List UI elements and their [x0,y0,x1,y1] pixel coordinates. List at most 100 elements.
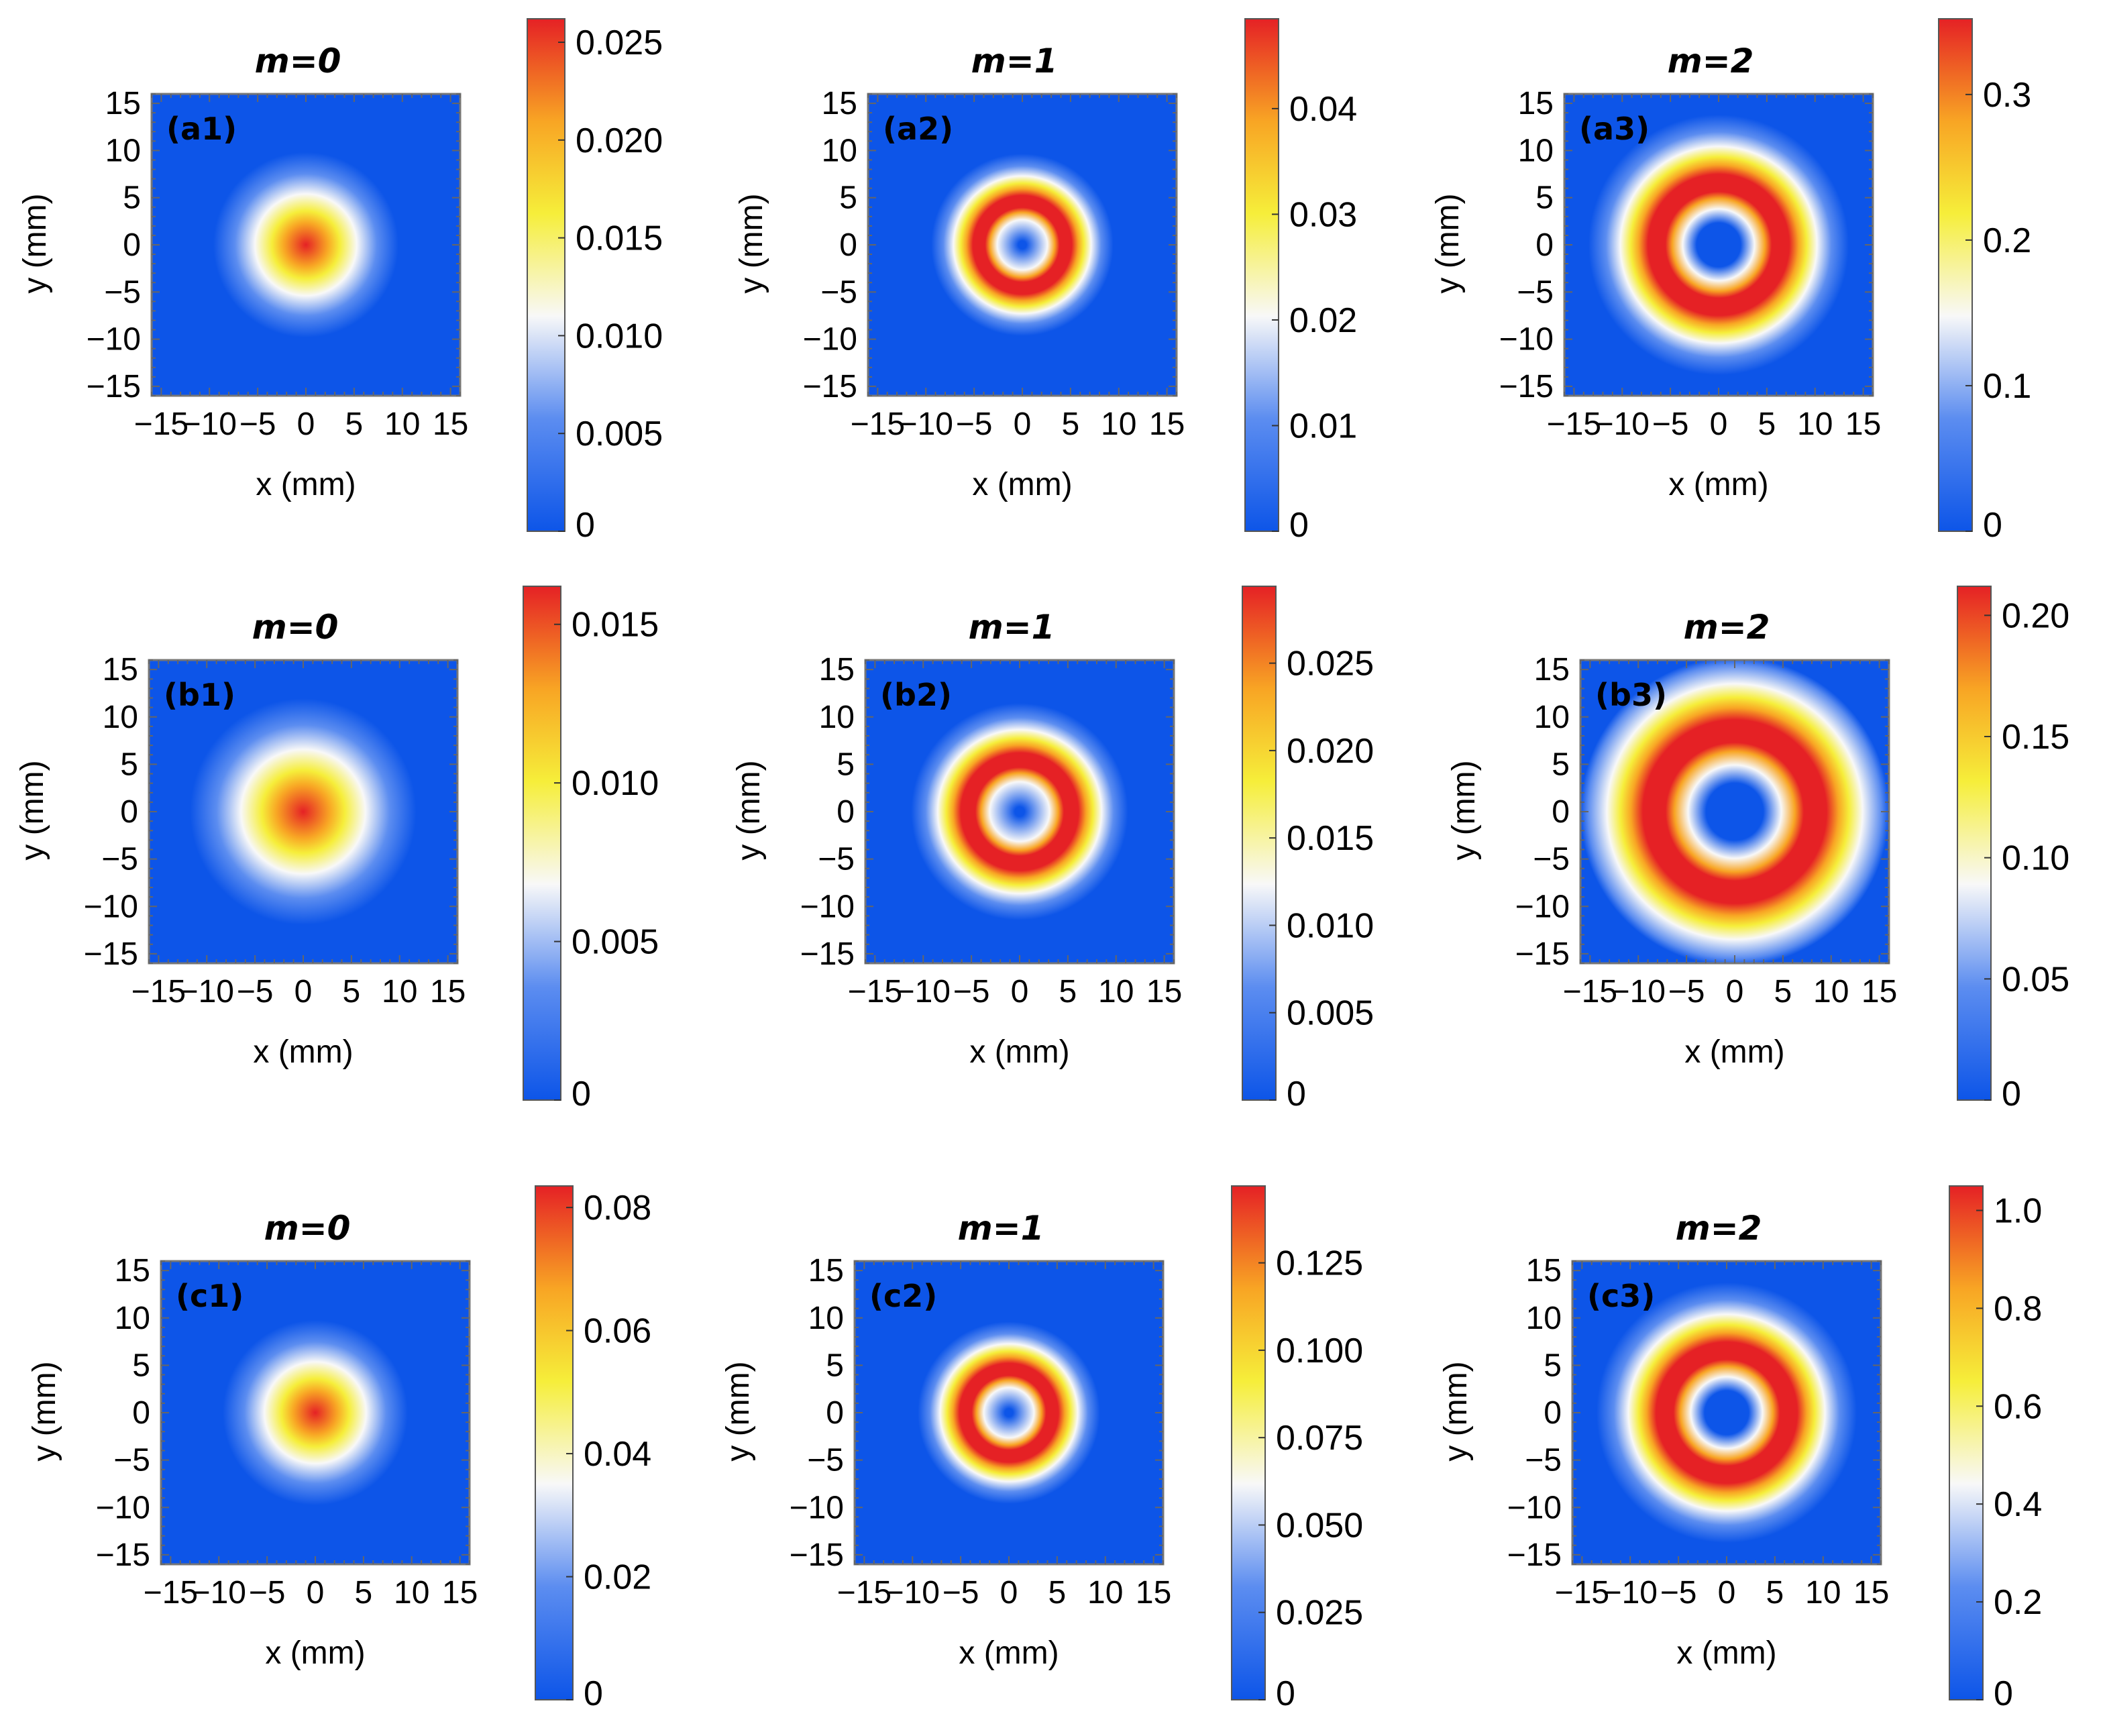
colorbar-gradient [527,19,565,531]
x-tick-label: −15 [851,406,905,442]
y-tick-label: 15 [1534,652,1570,688]
panel-tag: (b2) [880,677,952,713]
colorbar-tick-label: 0.025 [576,23,663,62]
x-tick-label: 10 [394,1575,429,1611]
colorbar: 0 0.2 0.4 0.6 0.8 1.0 [1949,1185,2042,1713]
x-tick-label: −15 [837,1575,892,1611]
y-tick-label: 5 [1552,747,1570,782]
x-axis-label: x (mm) [1676,1635,1776,1671]
colorbar-tick-label: 1.0 [1994,1191,2042,1230]
x-tick-label: 0 [1014,406,1032,442]
colorbar: 0 0.005 0.010 0.015 [523,586,659,1114]
panel-tag: (b1) [164,677,235,713]
x-tick-label: 5 [1048,1575,1067,1611]
x-tick-label: 10 [1797,406,1833,442]
x-axis-label: x (mm) [253,1034,353,1070]
colorbar: 0 0.1 0.2 0.3 [1938,18,2031,545]
colorbar-frame [1957,586,1992,1101]
y-tick-label: 5 [123,180,141,216]
colorbar-tick-label: 0.050 [1276,1506,1363,1545]
y-tick-label: 5 [826,1348,844,1383]
x-tick-label: 10 [384,406,420,442]
x-tick-label: 5 [1062,406,1080,442]
y-tick-label: 15 [103,652,138,688]
x-tick-label: 0 [297,406,315,442]
panel-tag: (c1) [176,1278,244,1314]
heatmap-intensity [1580,660,1889,963]
colorbar-tick-label: 0.08 [584,1189,651,1228]
colorbar-frame [1231,1185,1266,1700]
x-tick-label: 15 [433,406,468,442]
x-tick-label: −5 [953,974,990,1010]
x-tick-label: 15 [1845,406,1881,442]
colorbar-gradient [535,1186,573,1700]
x-tick-label: 0 [1011,974,1029,1010]
colorbar-tick-label: 0.3 [1983,76,2031,115]
x-tick-label: −10 [182,406,237,442]
colorbar-tick-label: 0.010 [1287,906,1374,945]
colorbar-tick-label: 0.01 [1289,406,1357,445]
y-tick-label: −5 [1517,274,1554,310]
x-axis-label: x (mm) [969,1034,1069,1070]
heatmap-intensity [161,1261,470,1564]
x-tick-label: −15 [848,974,902,1010]
y-tick-label: −15 [800,936,855,972]
colorbar: 0 0.025 0.050 0.075 0.100 0.125 [1231,1185,1363,1713]
colorbar-tick-label: 0.02 [584,1558,651,1597]
panel-tag: (a1) [166,111,237,147]
colorbar-gradient [1957,586,1991,1100]
colorbar: 0 0.005 0.010 0.015 0.020 0.025 [1242,586,1374,1114]
colorbar-tick-label: 0.015 [572,606,659,645]
y-tick-label: −5 [113,1443,150,1478]
heatmap-intensity [865,660,1174,963]
panel-title: m=0 [252,608,339,647]
y-tick-label: −10 [1515,889,1570,924]
heatmap-intensity [1564,94,1873,396]
panel-title: m=2 [1676,1209,1762,1248]
heatmap-intensity [1572,1261,1881,1564]
y-tick-label: −10 [1499,322,1554,358]
y-tick-label: −10 [1507,1490,1562,1525]
y-tick-label: −15 [803,369,857,404]
x-tick-label: −10 [192,1575,246,1611]
y-tick-label: 5 [836,747,855,782]
colorbar-frame [1244,18,1279,532]
x-tick-label: −10 [896,974,951,1010]
panel-title: m=1 [971,42,1058,80]
x-tick-label: 15 [442,1575,478,1611]
colorbar-frame [1242,586,1277,1101]
colorbar-tick-label: 0.4 [1994,1485,2042,1524]
y-tick-label: 15 [1518,86,1554,121]
x-axis-label: x (mm) [1684,1034,1784,1070]
colorbar-tick-label: 0.06 [584,1312,651,1351]
heatmap-intensity [868,94,1177,396]
y-axis-label: y (mm) [1446,760,1482,860]
y-tick-label: −15 [1499,369,1554,404]
colorbar-frame [523,586,561,1101]
y-tick-label: 10 [1534,700,1570,735]
x-tick-label: 5 [345,406,364,442]
x-tick-label: 15 [1146,974,1182,1010]
y-tick-label: 10 [1518,133,1554,168]
y-tick-label: −15 [96,1537,150,1573]
x-tick-label: 15 [1853,1575,1889,1611]
colorbar-gradient [1949,1186,1983,1700]
x-tick-label: −15 [144,1575,198,1611]
y-axis-label: y (mm) [731,760,767,860]
x-tick-label: −10 [1611,974,1666,1010]
y-tick-label: −10 [800,889,855,924]
x-tick-label: −5 [1660,1575,1697,1611]
x-tick-label: 0 [1726,974,1744,1010]
y-tick-label: −10 [87,322,141,358]
y-tick-label: −15 [87,369,141,404]
y-tick-label: 10 [822,133,857,168]
colorbar-tick-label: 0.8 [1994,1289,2042,1328]
x-tick-label: 0 [1000,1575,1018,1611]
x-tick-label: 10 [1805,1575,1841,1611]
colorbar-tick-label: 0 [1276,1674,1295,1713]
x-axis-label: x (mm) [972,467,1072,502]
